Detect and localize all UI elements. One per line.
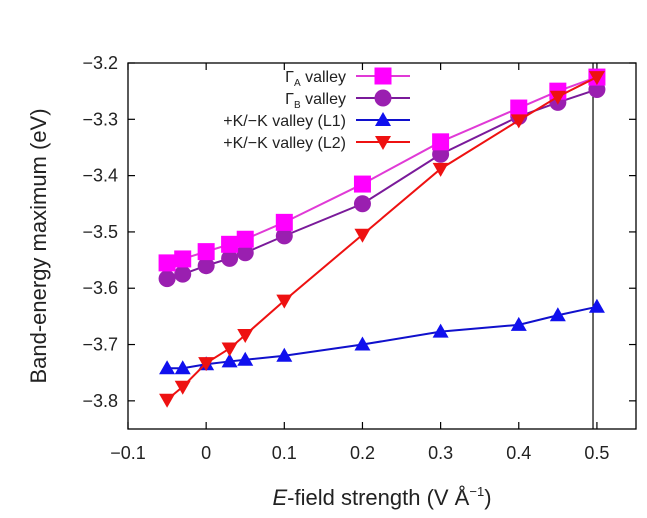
- data-point-gamma-a: [221, 235, 239, 253]
- data-point-k-l2: [174, 380, 191, 395]
- x-tick-label: 0.1: [272, 443, 297, 463]
- legend-label: ΓA valley: [285, 69, 346, 89]
- legend-item-k-l2: +K/−K valley (L2): [223, 135, 410, 152]
- data-point-gamma-b: [236, 244, 254, 262]
- data-point-gamma-a: [174, 250, 192, 268]
- x-tick-label: 0.2: [350, 443, 375, 463]
- y-tick-label: −3.8: [82, 391, 118, 411]
- data-point-gamma-a: [353, 175, 371, 193]
- legend-marker-k-l1: [375, 112, 391, 126]
- x-tick-label: 0.3: [428, 443, 453, 463]
- legend-item-gamma-a: ΓA valley: [285, 67, 410, 89]
- x-tick-label: 0.5: [584, 443, 609, 463]
- data-point-k-l2: [549, 90, 566, 105]
- data-point-gamma-a: [510, 99, 528, 117]
- y-axis-title: Band-energy maximum (eV): [26, 108, 51, 383]
- data-point-k-l1: [221, 353, 238, 368]
- x-tick-label: −0.1: [110, 443, 146, 463]
- data-point-k-l1: [432, 323, 449, 338]
- data-point-gamma-a: [197, 243, 215, 261]
- data-point-gamma-a: [158, 254, 176, 272]
- data-point-gamma-b: [353, 195, 371, 213]
- data-point-gamma-b: [158, 270, 176, 288]
- x-tick-label: 0.4: [506, 443, 531, 463]
- series-gamma-b: [158, 80, 606, 288]
- y-axis-ticks: −3.2 −3.3 −3.4 −3.5 −3.6 −3.7 −3.8: [82, 53, 636, 411]
- data-point-k-l2: [276, 294, 293, 309]
- x-axis-title: E-field strength (V Å−1): [272, 484, 491, 510]
- y-tick-label: −3.2: [82, 53, 118, 73]
- data-point-k-l2: [510, 114, 527, 129]
- data-point-gamma-a: [275, 213, 293, 231]
- series-gamma-a: [158, 68, 606, 272]
- plot-frame: [127, 62, 637, 430]
- series-layer: [158, 68, 606, 408]
- legend-marker-gamma-a: [374, 67, 392, 85]
- legend-item-gamma-b: ΓB valley: [285, 89, 410, 111]
- legend-label: ΓB valley: [285, 91, 346, 111]
- data-point-gamma-a: [236, 230, 254, 248]
- y-tick-label: −3.6: [82, 278, 118, 298]
- legend-item-k-l1: +K/−K valley (L1): [223, 112, 410, 130]
- x-axis-title-main: -field strength (V Å: [287, 485, 470, 510]
- x-axis-title-close: ): [484, 485, 491, 510]
- data-point-k-l1: [276, 347, 293, 362]
- data-point-gamma-a: [432, 133, 450, 151]
- data-point-gamma-b: [174, 265, 192, 283]
- x-tick-label: 0: [201, 443, 211, 463]
- data-point-k-l2: [432, 162, 449, 177]
- data-point-k-l1: [174, 360, 191, 375]
- data-point-k-l2: [237, 328, 254, 343]
- series-k-l2: [159, 71, 605, 408]
- data-point-k-l1: [549, 307, 566, 322]
- data-point-k-l2: [588, 71, 605, 86]
- x-axis-ticks: −0.1 0 0.1 0.2 0.3 0.4 0.5: [110, 63, 609, 463]
- y-tick-label: −3.7: [82, 335, 118, 355]
- data-point-k-l2: [221, 342, 238, 357]
- data-point-k-l1: [354, 336, 371, 351]
- legend-marker-k-l2: [375, 136, 391, 150]
- y-tick-label: −3.5: [82, 222, 118, 242]
- legend-marker-gamma-b: [374, 89, 392, 107]
- data-point-k-l1: [588, 298, 605, 313]
- data-point-gamma-b: [275, 227, 293, 245]
- legend-label: +K/−K valley (L2): [223, 135, 346, 152]
- data-point-k-l2: [198, 357, 215, 372]
- data-point-k-l1: [159, 360, 176, 375]
- data-point-k-l1: [237, 351, 254, 366]
- data-point-gamma-b: [197, 257, 215, 275]
- data-point-gamma-b: [221, 249, 239, 267]
- series-k-l1: [159, 298, 605, 375]
- x-axis-title-italic: E: [272, 485, 287, 510]
- data-point-k-l2: [159, 393, 176, 408]
- y-tick-label: −3.4: [82, 166, 118, 186]
- y-tick-label: −3.3: [82, 109, 118, 129]
- legend-label: +K/−K valley (L1): [223, 113, 346, 130]
- x-axis-title-sup: −1: [469, 484, 484, 499]
- data-point-k-l2: [354, 228, 371, 243]
- data-point-k-l1: [510, 316, 527, 331]
